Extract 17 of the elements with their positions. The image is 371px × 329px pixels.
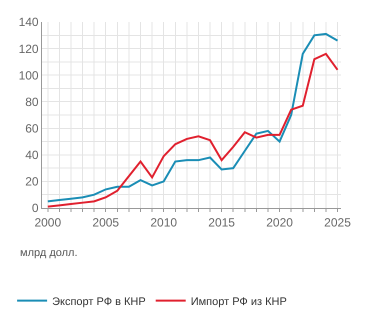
x-tick-label: 2025 xyxy=(324,215,352,230)
y-tick-label: 80 xyxy=(25,94,39,109)
y-tick-label: 40 xyxy=(25,148,39,162)
y-tick-label: 60 xyxy=(25,121,39,136)
y-tick-label: 0 xyxy=(32,201,39,216)
x-tick-label: 2000 xyxy=(34,215,62,230)
x-tick-label: 2020 xyxy=(266,215,294,230)
y-tick-label: 100 xyxy=(18,68,39,82)
y-tick-label: 20 xyxy=(25,174,39,189)
x-tick-label: 2010 xyxy=(150,215,178,230)
text: млрд долл. xyxy=(20,247,78,259)
y-tick-label: 120 xyxy=(18,42,39,56)
legend-label: Экспорт РФ в КНР xyxy=(52,296,146,308)
legend-label: Импорт РФ из КНР xyxy=(190,296,287,308)
x-tick-label: 2015 xyxy=(208,215,236,230)
x-tick-label: 2005 xyxy=(92,215,120,230)
y-tick-label: 140 xyxy=(18,15,39,30)
